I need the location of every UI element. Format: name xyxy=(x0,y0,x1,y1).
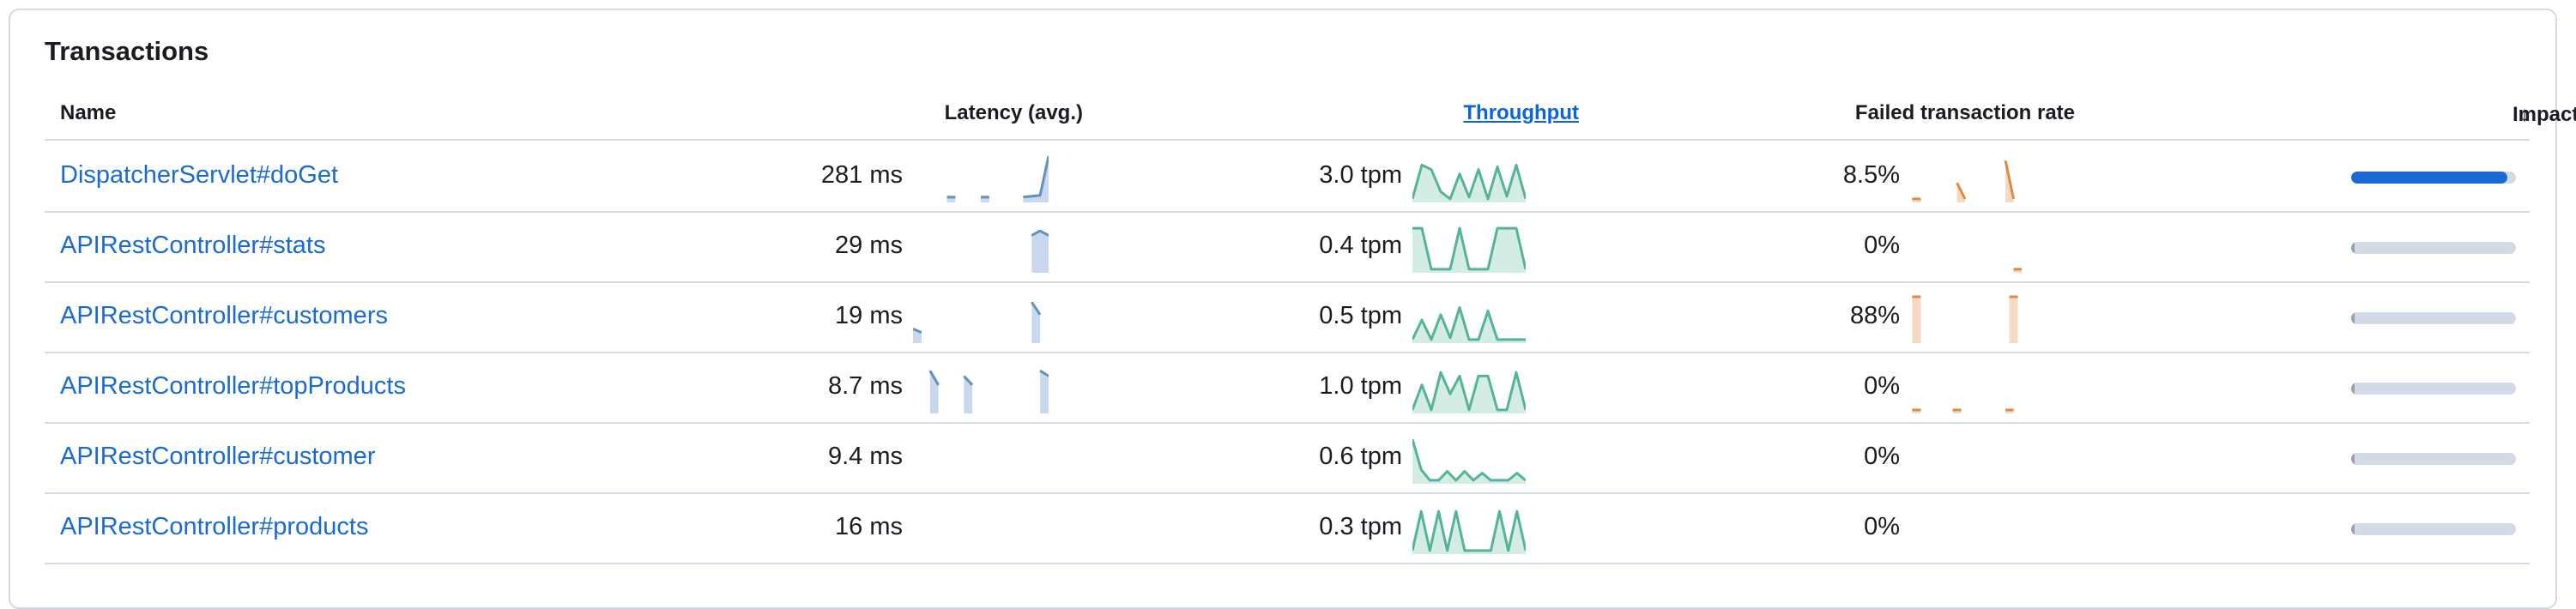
impact-fill xyxy=(2351,242,2355,254)
sparkline-area xyxy=(964,376,973,413)
failed-rate-value: 0% xyxy=(1864,372,1900,400)
transaction-name-link[interactable]: APIRestController#products xyxy=(60,513,369,540)
latency-sparkline xyxy=(913,434,1049,484)
impact-fill xyxy=(2351,312,2355,324)
sparkline-line xyxy=(1412,510,1526,552)
failed-rate-value: 8.5% xyxy=(1842,161,1900,189)
latency-sparkline xyxy=(928,369,1049,413)
sparkline-line xyxy=(1412,438,1526,482)
sparkline-line xyxy=(1412,226,1526,271)
sparkline-area xyxy=(1031,231,1049,273)
throughput-value: 3.0 tpm xyxy=(1319,161,1402,189)
throughput-sparkline xyxy=(1412,163,1526,202)
sparkline-line xyxy=(1039,369,1049,377)
throughput-sparkline xyxy=(1412,510,1526,554)
sparkline-line xyxy=(1956,182,1967,200)
transactions-panel xyxy=(9,9,2557,609)
throughput-sparkline xyxy=(1412,371,1526,413)
throughput-sparkline xyxy=(1412,438,1526,484)
throughput-value: 0.4 tpm xyxy=(1319,232,1402,259)
table-row: APIRestController#topProducts 8.7 ms 1.0… xyxy=(45,353,2530,424)
latency-value: 281 ms xyxy=(820,161,903,189)
sparkline-line xyxy=(1023,155,1049,199)
transaction-name-link[interactable]: APIRestController#customer xyxy=(60,443,376,470)
sparkline-area xyxy=(981,196,989,202)
impact-bar xyxy=(2351,523,2516,535)
column-header-impact-label: Impact xyxy=(2513,103,2576,126)
sparkline-line xyxy=(1412,306,1526,341)
transaction-name-link[interactable]: DispatcherServlet#doGet xyxy=(60,161,338,189)
transaction-name-link[interactable]: APIRestController#stats xyxy=(60,232,326,259)
sparkline-line xyxy=(1412,163,1526,201)
arrow-down-icon: ↓ xyxy=(2519,103,2530,126)
impact-fill xyxy=(2351,453,2355,465)
table-row: APIRestController#customer 9.4 ms 0.6 tp… xyxy=(45,424,2530,494)
latency-value: 16 ms xyxy=(835,513,903,540)
sparkline-line xyxy=(1031,301,1042,316)
sparkline-area xyxy=(1412,228,1526,273)
sparkline-line xyxy=(963,375,974,386)
column-header-latency[interactable]: Latency (avg.) xyxy=(944,101,1083,124)
failed-rate-sparkline xyxy=(1912,295,2018,343)
impact-fill xyxy=(2351,523,2355,535)
failed-rate-sparkline xyxy=(2013,268,2022,273)
failed-rate-value: 0% xyxy=(1864,443,1900,470)
sparkline-line xyxy=(2004,160,2016,200)
impact-fill xyxy=(2351,383,2355,395)
failed-rate-sparkline xyxy=(1912,160,2016,202)
latency-value: 9.4 ms xyxy=(827,443,903,470)
table-row: DispatcherServlet#doGet 281 ms 3.0 tpm 8… xyxy=(45,142,2530,213)
sparkline-line xyxy=(928,370,940,386)
sparkline-line xyxy=(1031,229,1049,237)
latency-sparkline xyxy=(1031,229,1049,273)
failed-rate-value: 88% xyxy=(1849,302,1900,329)
failed-rate-sparkline xyxy=(1908,504,2022,554)
column-header-failed-rate[interactable]: Failed transaction rate xyxy=(1854,101,2075,124)
transaction-name-link[interactable]: APIRestController#customers xyxy=(60,302,388,329)
transaction-name-link[interactable]: APIRestController#topProducts xyxy=(60,372,406,400)
latency-value: 29 ms xyxy=(835,232,903,259)
failed-rate-sparkline xyxy=(1908,434,2022,484)
impact-bar xyxy=(2351,242,2516,254)
impact-bar xyxy=(2351,312,2516,324)
panel-title: Transactions xyxy=(45,36,209,66)
throughput-sparkline xyxy=(1412,226,1526,273)
table-header: Name Latency (avg.) Throughput Failed tr… xyxy=(45,99,2576,141)
throughput-value: 0.6 tpm xyxy=(1319,443,1402,470)
latency-sparkline xyxy=(946,155,1049,202)
throughput-sparkline xyxy=(1412,306,1526,343)
impact-bar xyxy=(2351,172,2516,184)
sparkline-line xyxy=(913,328,922,334)
latency-value: 19 ms xyxy=(835,302,903,329)
throughput-value: 0.5 tpm xyxy=(1319,302,1402,329)
throughput-value: 1.0 tpm xyxy=(1319,372,1402,400)
table-row: APIRestController#products 16 ms 0.3 tpm… xyxy=(45,494,2530,564)
column-header-name[interactable]: Name xyxy=(60,101,117,124)
sparkline-area xyxy=(1912,297,1921,343)
impact-bar xyxy=(2351,453,2516,465)
sparkline-area xyxy=(1412,372,1526,413)
latency-value: 8.7 ms xyxy=(827,372,903,400)
failed-rate-value: 0% xyxy=(1864,232,1900,259)
sparkline-area xyxy=(1040,371,1049,413)
sparkline-line xyxy=(1412,371,1526,412)
column-header-throughput[interactable]: Throughput xyxy=(1463,101,1579,124)
impact-fill xyxy=(2351,172,2508,184)
impact-bar xyxy=(2351,383,2516,395)
latency-sparkline xyxy=(913,504,1049,554)
sparkline-area xyxy=(1412,439,1526,484)
sparkline-area xyxy=(946,196,956,202)
failed-rate-sparkline xyxy=(1912,408,2014,413)
sparkline-area xyxy=(2009,297,2018,343)
latency-sparkline xyxy=(913,301,1042,343)
throughput-value: 0.3 tpm xyxy=(1319,513,1402,540)
table-row: APIRestController#customers 19 ms 0.5 tp… xyxy=(45,283,2530,353)
failed-rate-value: 0% xyxy=(1864,513,1900,540)
table-row: APIRestController#stats 29 ms 0.4 tpm 0% xyxy=(45,213,2530,283)
